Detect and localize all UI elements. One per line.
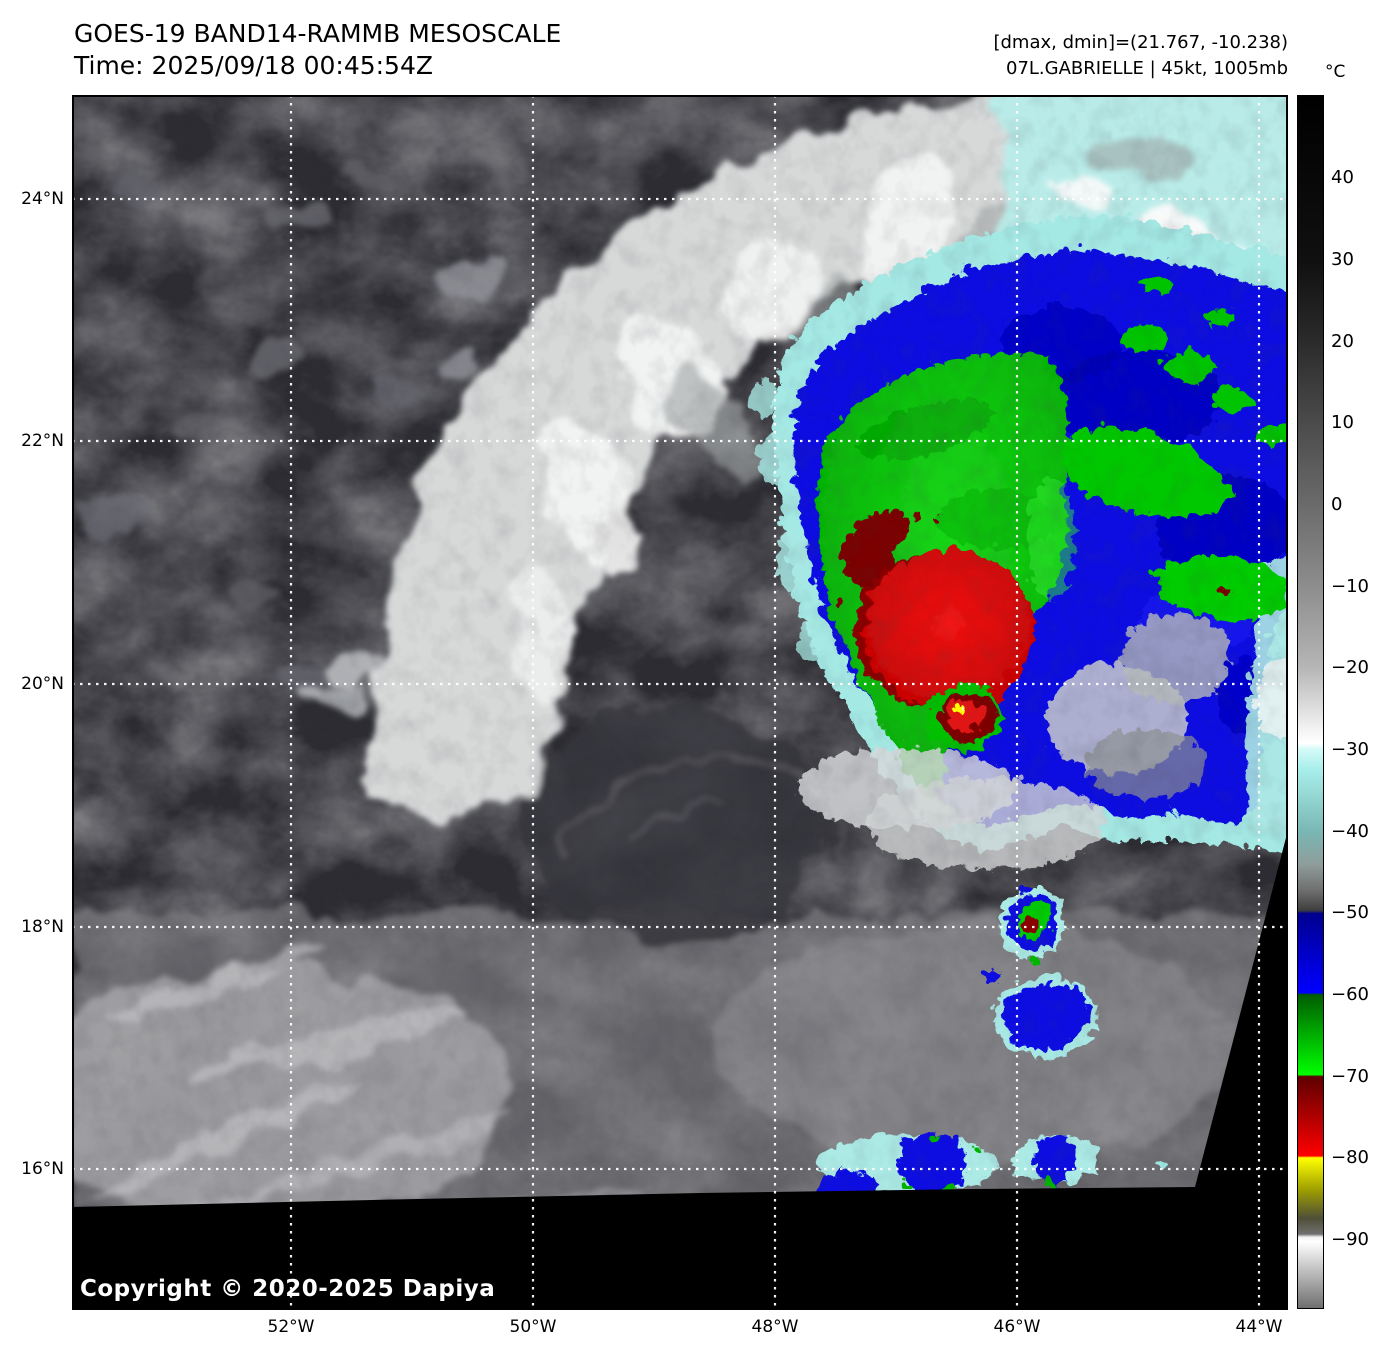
lon-tick-44w: 44°W <box>1235 1317 1283 1337</box>
lon-tick-52w: 52°W <box>267 1317 315 1337</box>
storm-annotation: 07L.GABRIELLE | 45kt, 1005mb <box>1006 58 1288 79</box>
colorbar-tick-40: 40 <box>1331 167 1354 188</box>
lon-tick-46w: 46°W <box>993 1317 1041 1337</box>
graticule <box>72 95 1288 1310</box>
lon-tick-50w: 50°W <box>509 1317 557 1337</box>
colorbar-tick-m60: −60 <box>1331 984 1369 1005</box>
lat-tick-20n: 20°N <box>21 674 64 694</box>
annotation-block: [dmax, dmin]=(21.767, -10.238) 07L.GABRI… <box>993 30 1288 82</box>
lat-tick-24n: 24°N <box>21 189 64 209</box>
colorbar-tick-m20: −20 <box>1331 657 1369 678</box>
colorbar-tick-0: 0 <box>1331 494 1343 515</box>
colorbar-unit-label: °C <box>1325 62 1346 82</box>
fine-grain-texture <box>72 95 1288 1310</box>
map-border <box>72 95 1288 1310</box>
colorbar-tick-m80: −80 <box>1331 1147 1369 1168</box>
colorbar-tick-10: 10 <box>1331 412 1354 433</box>
satellite-image <box>12 85 1312 1310</box>
lat-tick-22n: 22°N <box>21 431 64 451</box>
colorbar-gradient <box>1297 95 1324 1309</box>
colorbar-tick-m50: −50 <box>1331 902 1369 923</box>
satellite-map <box>12 85 1312 1310</box>
no-data-region <box>72 830 1288 1310</box>
colorbar-tick-m90: −90 <box>1331 1229 1369 1250</box>
colorbar-tick-20: 20 <box>1331 331 1354 352</box>
copyright-notice: Copyright © 2020-2025 Dapiya <box>80 1276 496 1302</box>
lon-tick-48w: 48°W <box>751 1317 799 1337</box>
colorbar-tick-m30: −30 <box>1331 739 1369 760</box>
timestamp: Time: 2025/09/18 00:45:54Z <box>74 51 433 80</box>
lat-tick-18n: 18°N <box>21 917 64 937</box>
colorbar-tick-m10: −10 <box>1331 576 1369 597</box>
colorbar-tick-m40: −40 <box>1331 821 1369 842</box>
page-title: GOES-19 BAND14-RAMMB MESOSCALE <box>74 19 562 48</box>
colorbar-tick-30: 30 <box>1331 249 1354 270</box>
dmax-dmin-annotation: [dmax, dmin]=(21.767, -10.238) <box>993 32 1288 53</box>
lat-tick-16n: 16°N <box>21 1159 64 1179</box>
colorbar-tick-m70: −70 <box>1331 1066 1369 1087</box>
